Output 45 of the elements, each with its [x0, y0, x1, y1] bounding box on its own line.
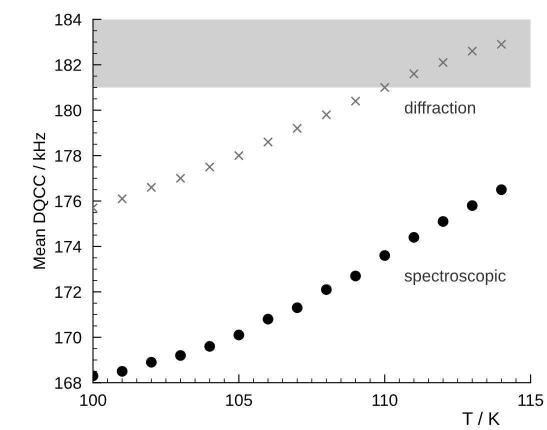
point	[408, 232, 420, 243]
x-axis-title: T / K	[462, 412, 500, 426]
point	[234, 150, 244, 160]
y-tick-label: 180	[55, 104, 82, 116]
point	[117, 194, 127, 204]
series-label: spectroscopic	[404, 269, 506, 285]
x-tick-label: 100	[80, 394, 106, 406]
point	[262, 314, 274, 324]
point	[176, 174, 186, 184]
point	[438, 216, 448, 227]
y-axis-title: Mean DQCC / kHz	[32, 132, 48, 269]
point	[146, 356, 157, 368]
y-tick-label: 184	[55, 14, 82, 26]
point	[321, 284, 332, 295]
point	[234, 330, 244, 340]
point	[466, 200, 478, 211]
point	[292, 124, 302, 134]
point	[379, 250, 390, 261]
point	[263, 137, 273, 147]
point	[116, 366, 128, 377]
point	[409, 69, 419, 79]
y-tick-label: 176	[55, 195, 82, 208]
point	[204, 162, 214, 172]
point	[175, 350, 186, 361]
x-tick-label: 105	[226, 394, 252, 406]
point	[146, 182, 156, 192]
point	[292, 302, 303, 314]
y-tick-label: 174	[55, 241, 82, 252]
point	[496, 40, 506, 50]
x-tick-label: 115	[518, 394, 544, 406]
y-tick-label: 178	[55, 150, 82, 162]
point	[350, 96, 360, 106]
point	[204, 341, 216, 352]
y-tick-label: 182	[55, 59, 82, 71]
point	[380, 82, 390, 92]
point	[496, 184, 507, 196]
x-tick-label: 110	[372, 394, 398, 406]
y-tick-label: 170	[55, 332, 82, 344]
point	[438, 58, 448, 68]
point	[322, 110, 332, 120]
point	[467, 46, 478, 56]
y-tick-label: 168	[55, 377, 82, 389]
y-tick-label: 172	[55, 286, 82, 298]
series-label: diffraction	[404, 101, 476, 114]
point	[350, 270, 361, 282]
